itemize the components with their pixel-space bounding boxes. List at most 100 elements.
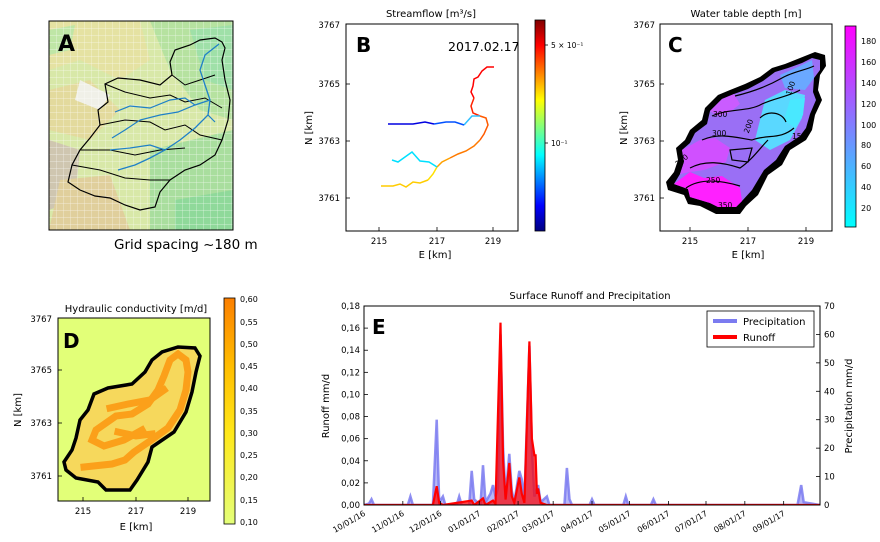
panel-c-letter: C	[668, 33, 683, 57]
panel-b-colorbar	[534, 19, 546, 232]
svg-text:0,15: 0,15	[240, 496, 258, 505]
left-tick-label: 0,08	[341, 413, 360, 423]
panel-e-ylabel-left: Runoff mm/d	[321, 374, 332, 439]
svg-text:0,60: 0,60	[240, 295, 258, 304]
svg-text:120: 120	[861, 100, 876, 109]
right-tick-label: 50	[824, 359, 835, 369]
panel-d: Hydraulic conductivity [m/d] D 3761 3763…	[13, 295, 258, 533]
svg-text:215: 215	[371, 237, 387, 247]
x-tick-label: 01/01/17	[447, 509, 483, 535]
right-tick-label: 70	[824, 302, 835, 312]
panel-e-x-ticks: 10/01/16 11/01/16 12/01/16 01/01/17 02/01/17…	[331, 501, 787, 535]
svg-text:219: 219	[180, 507, 196, 517]
panel-a-caption: Grid spacing ~180 m	[114, 237, 258, 253]
panel-d-cbar-ticks: 0,60 0,55 0,50 0,45 0,40 0,35 0,30 0,25 …	[240, 295, 258, 527]
panel-b-ylabel: N [km]	[304, 111, 315, 145]
panel-b-axes	[345, 23, 519, 232]
panel-e-right-ticks: 0 10 20 30 40 50 60 70	[816, 302, 835, 511]
svg-text:3765: 3765	[318, 80, 340, 90]
x-tick-label: 11/01/16	[370, 509, 406, 535]
left-tick-label: 0,16	[341, 324, 360, 334]
svg-text:3761: 3761	[633, 194, 655, 204]
svg-text:350: 350	[718, 201, 733, 210]
panel-b-letter: B	[356, 33, 371, 57]
panel-a-letter: A	[58, 32, 75, 57]
x-tick-label: 04/01/17	[559, 509, 595, 535]
panel-b-cbar-tick-2: 10⁻¹	[551, 139, 568, 148]
panel-e-left-ticks: 0,00 0,02 0,04 0,06 0,08 0,10 0,12 0,14 0,16 0,18	[341, 302, 368, 511]
svg-text:20: 20	[861, 204, 871, 213]
svg-text:0,55: 0,55	[240, 318, 258, 327]
series-runoff-line	[364, 322, 820, 505]
panel-d-tickmarks	[58, 369, 189, 501]
catchment-boundary	[67, 37, 231, 211]
panel-d-xlabel: E [km]	[120, 522, 153, 533]
right-tick-label: 30	[824, 416, 835, 426]
svg-text:0,30: 0,30	[240, 429, 258, 438]
svg-text:0,25: 0,25	[240, 451, 258, 460]
svg-text:3763: 3763	[633, 137, 655, 147]
streamflow-network	[381, 66, 494, 188]
terrain-map	[49, 21, 233, 230]
svg-text:300: 300	[713, 110, 728, 119]
right-tick-label: 10	[824, 473, 835, 483]
svg-text:3767: 3767	[633, 21, 655, 31]
panel-a: A Grid spacing ~180 m	[48, 20, 258, 253]
svg-text:80: 80	[861, 141, 871, 150]
legend-precipitation-label: Precipitation	[743, 317, 806, 328]
legend-runoff-label: Runoff	[743, 333, 776, 344]
panel-e-ylabel-right: Precipitation mm/d	[844, 359, 855, 454]
right-tick-label: 0	[824, 501, 829, 511]
svg-text:0,50: 0,50	[240, 340, 258, 349]
panel-b-ticks: 3761 3763 3765 3767 215 217 219	[318, 21, 501, 247]
panel-c-ylabel: N [km]	[619, 111, 630, 145]
left-tick-label: 0,10	[341, 390, 360, 400]
left-tick-label: 0,00	[341, 501, 360, 511]
panel-c-colorbar	[844, 25, 857, 228]
panel-e: Surface Runoff and Precipitation 0,00 0,0…	[321, 291, 855, 535]
svg-text:180: 180	[861, 37, 876, 46]
left-tick-label: 0,06	[341, 435, 360, 445]
x-tick-label: 07/01/17	[673, 509, 709, 535]
left-tick-label: 0,02	[341, 479, 360, 489]
panel-e-series	[364, 322, 820, 505]
panel-c-title: Water table depth [m]	[690, 9, 801, 20]
x-tick-label: 08/01/17	[712, 509, 748, 535]
svg-text:40: 40	[861, 183, 871, 192]
panel-b-cbar-tick-1: 5 × 10⁻¹	[551, 41, 583, 50]
panel-e-title: Surface Runoff and Precipitation	[509, 291, 670, 302]
conductivity-high	[80, 349, 192, 471]
panel-c-tickmarks	[660, 83, 807, 231]
svg-text:0,10: 0,10	[240, 518, 258, 527]
right-tick-label: 60	[824, 330, 835, 340]
river-network	[117, 43, 220, 171]
svg-text:3765: 3765	[30, 366, 52, 376]
panel-b-xlabel: E [km]	[419, 250, 452, 261]
right-tick-label: 40	[824, 387, 835, 397]
svg-text:3761: 3761	[30, 472, 52, 482]
svg-text:215: 215	[682, 237, 698, 247]
panel-b-date: 2017.02.17	[448, 39, 520, 54]
x-tick-label: 09/01/17	[751, 509, 787, 535]
panel-d-ylabel: N [km]	[13, 393, 24, 427]
x-tick-label: 02/01/17	[485, 509, 521, 535]
svg-text:0,45: 0,45	[240, 362, 258, 371]
svg-text:100: 100	[861, 121, 876, 130]
panel-e-legend: Precipitation Runoff	[706, 310, 815, 348]
panel-c: Water table depth [m] C 300 300 200 100 …	[619, 9, 876, 261]
left-tick-label: 0,12	[341, 368, 360, 378]
svg-text:140: 140	[861, 79, 876, 88]
panel-b: Streamflow [m³/s] B 2017.02.17 3761 3763…	[304, 9, 583, 261]
svg-text:160: 160	[861, 58, 876, 67]
panel-d-title: Hydraulic conductivity [m/d]	[65, 304, 208, 315]
panel-d-letter: D	[63, 329, 80, 353]
svg-text:3763: 3763	[30, 419, 52, 429]
x-tick-label: 05/01/17	[597, 509, 633, 535]
x-tick-label: 12/01/16	[408, 509, 444, 535]
svg-text:217: 217	[740, 237, 756, 247]
svg-text:3767: 3767	[30, 315, 52, 325]
svg-text:0,35: 0,35	[240, 407, 258, 416]
x-tick-label: 03/01/17	[521, 509, 557, 535]
panel-c-cbar-ticks: 20 40 60 80 100 120 140 160 180	[861, 37, 876, 213]
